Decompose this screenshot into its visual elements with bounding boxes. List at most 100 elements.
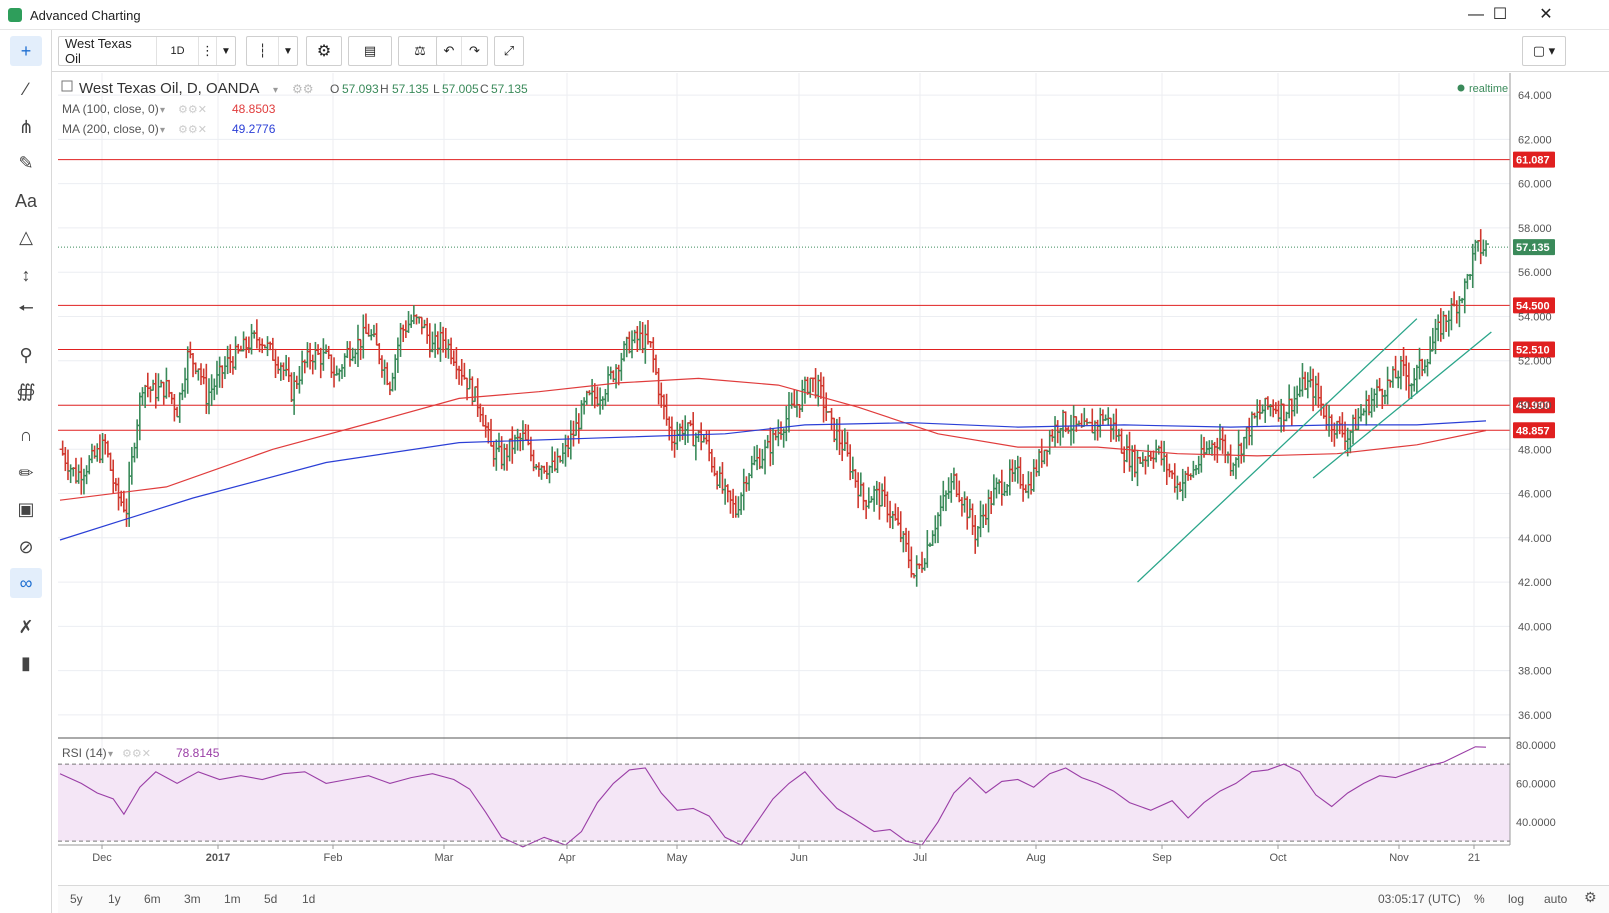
legend-settings-icon[interactable]: ⚙⚙ (292, 82, 314, 96)
auto-scale-button[interactable]: auto (1544, 892, 1568, 906)
measure-icon[interactable]: ↕ (21, 264, 31, 285)
range-6m-button[interactable]: 6m (144, 892, 161, 906)
price-tick-label: 56.000 (1518, 267, 1552, 279)
price-tick-label: 36.000 (1518, 710, 1552, 722)
crosshair-icon[interactable]: + (10, 36, 42, 66)
eye-off-icon[interactable]: ⊘ (18, 536, 34, 557)
trend-line (1137, 318, 1418, 583)
rsi-band (58, 764, 1510, 842)
log-scale-button[interactable]: log (1508, 892, 1525, 906)
redo-icon[interactable]: ↷ (469, 43, 480, 58)
utc-time: 03:05:17 (UTC) (1378, 892, 1461, 906)
percent-scale-button[interactable]: % (1474, 892, 1485, 906)
ma100-settings-icon[interactable]: ⚙⚙✕ (178, 104, 207, 116)
ma200-line (59, 420, 1487, 541)
magnet-icon[interactable]: ∩ (19, 424, 33, 445)
chevron-down-icon[interactable]: ▼ (221, 45, 231, 57)
arrow-left-icon[interactable]: 🠔 (18, 298, 34, 318)
maximize-icon[interactable]: ☐ (1492, 6, 1508, 23)
time-tick-label: Oct (1269, 852, 1286, 864)
range-1d-button[interactable]: 1d (302, 892, 316, 906)
ma200-label: MA (200, close, 0) (62, 122, 159, 136)
price-tick-label: 38.000 (1518, 666, 1552, 678)
price-tick-label: 60.000 (1518, 179, 1552, 191)
zoom-icon[interactable]: ⚲ (19, 344, 33, 365)
price-level-label: 49.990 (1516, 400, 1550, 412)
rsi-settings-icon[interactable]: ⚙⚙✕ (122, 748, 151, 760)
range-5y-button[interactable]: 5y (70, 892, 83, 906)
ohlc-open-label: O (330, 82, 339, 96)
realtime-dot-icon (1457, 84, 1465, 92)
indicators-group: ▤ (348, 36, 392, 66)
link-icon[interactable]: ∞ (10, 568, 42, 598)
rsi-tick-label: 40.0000 (1516, 817, 1556, 829)
settings-tools-icon[interactable]: ✗ (18, 616, 34, 637)
gear-icon[interactable]: ⚙ (1584, 889, 1597, 905)
ma200-settings-icon[interactable]: ⚙⚙✕ (178, 124, 207, 136)
time-tick-label: Aug (1026, 852, 1046, 864)
layout-icon[interactable]: ▢ ▾ (1532, 43, 1556, 58)
range-5d-button[interactable]: 5d (264, 892, 278, 906)
range-1m-button[interactable]: 1m (224, 892, 241, 906)
trend-line (1312, 331, 1492, 479)
bottom-bar: 5y 1y 6m 3m 1m 5d 1d 03:05:17 (UTC) % lo… (58, 885, 1609, 913)
chart-area[interactable]: 61.087 54.500 52.510 49.990 48.857 57.135 80.… (58, 73, 1605, 885)
range-3m-button[interactable]: 3m (184, 892, 201, 906)
price-tick-label: 46.000 (1518, 489, 1552, 501)
price-tick-label: 42.000 (1518, 577, 1552, 589)
trash-icon[interactable]: ▮ (21, 652, 31, 673)
trend-line-icon[interactable]: ∕ (24, 78, 28, 99)
price-level-label: 52.510 (1516, 344, 1550, 356)
rsi-tick-label: 80.0000 (1516, 740, 1556, 752)
price-level-tag (1513, 341, 1555, 358)
price-level-label: 48.857 (1516, 425, 1550, 437)
time-tick-label: Jun (790, 852, 808, 864)
time-tick-label: May (667, 852, 688, 864)
ohlc-low-label: L (433, 82, 440, 96)
ma200-value: 49.2776 (232, 122, 276, 136)
price-tick-label: 48.000 (1518, 444, 1552, 456)
ma100-dropdown-icon[interactable]: ▾ (160, 105, 165, 116)
legend-dropdown-icon[interactable]: ▾ (273, 85, 278, 96)
minimize-icon[interactable]: — (1468, 6, 1484, 23)
gear-icon[interactable]: ⚙ (316, 43, 332, 60)
collapse-legend-icon[interactable] (61, 80, 73, 92)
time-tick-label: 21 (1468, 852, 1480, 864)
ma100-line (59, 377, 1487, 501)
compare-icon[interactable]: ⚖ (414, 43, 426, 58)
ohlc-low-value: 57.005 (442, 82, 479, 96)
undo-icon[interactable]: ↶ (437, 37, 462, 65)
pencil-lock-icon[interactable]: ✏ (18, 462, 34, 483)
ma200-dropdown-icon[interactable]: ▾ (160, 125, 165, 136)
price-level-tag (1513, 422, 1555, 439)
indicator-icon[interactable]: ∰ (16, 380, 36, 401)
rsi-dropdown-icon[interactable]: ▾ (108, 749, 113, 760)
fullscreen-icon[interactable]: ⤢ (503, 43, 515, 58)
time-tick-label: Sep (1152, 852, 1172, 864)
text-tool-icon[interactable]: Aa (14, 190, 38, 211)
more-options-icon[interactable]: ⋮ (199, 37, 217, 65)
bar-chart-type-icon[interactable]: ┆ (247, 37, 279, 65)
close-icon[interactable]: ✕ (1539, 6, 1553, 23)
price-tick-label: 50.000 (1518, 400, 1552, 412)
undo-redo-group: ↶ ↷ (436, 36, 488, 66)
indicators-icon[interactable]: ▤ (363, 43, 377, 58)
ma100-label: MA (100, close, 0) (62, 102, 159, 116)
chart-canvas[interactable]: 61.087 54.500 52.510 49.990 48.857 57.135 80.… (58, 73, 1605, 885)
interval-selector[interactable]: 1D (157, 37, 199, 65)
time-tick-label: Nov (1389, 852, 1409, 864)
axes: 64.000 62.000 60.000 58.000 56.000 54.000 52.0… (58, 73, 1552, 864)
pattern-icon[interactable]: △ (19, 226, 33, 247)
chart-type-group: ┆ ▼ (246, 36, 298, 66)
range-1y-button[interactable]: 1y (108, 892, 121, 906)
price-tick-label: 64.000 (1518, 90, 1552, 102)
pitchfork-icon[interactable]: ⋔ (18, 116, 34, 137)
symbol-input[interactable]: West Texas Oil (59, 36, 157, 66)
ohlc-close-value: 57.135 (491, 82, 528, 96)
title-bar: Advanced Charting — ☐ ✕ (0, 0, 1609, 30)
lock-icon[interactable]: ▣ (17, 498, 35, 519)
trend-lines[interactable] (1137, 318, 1492, 583)
brush-icon[interactable]: ✎ (18, 152, 34, 173)
chart-type-dropdown-icon[interactable]: ▼ (283, 45, 293, 57)
last-price-tag (1513, 239, 1555, 256)
